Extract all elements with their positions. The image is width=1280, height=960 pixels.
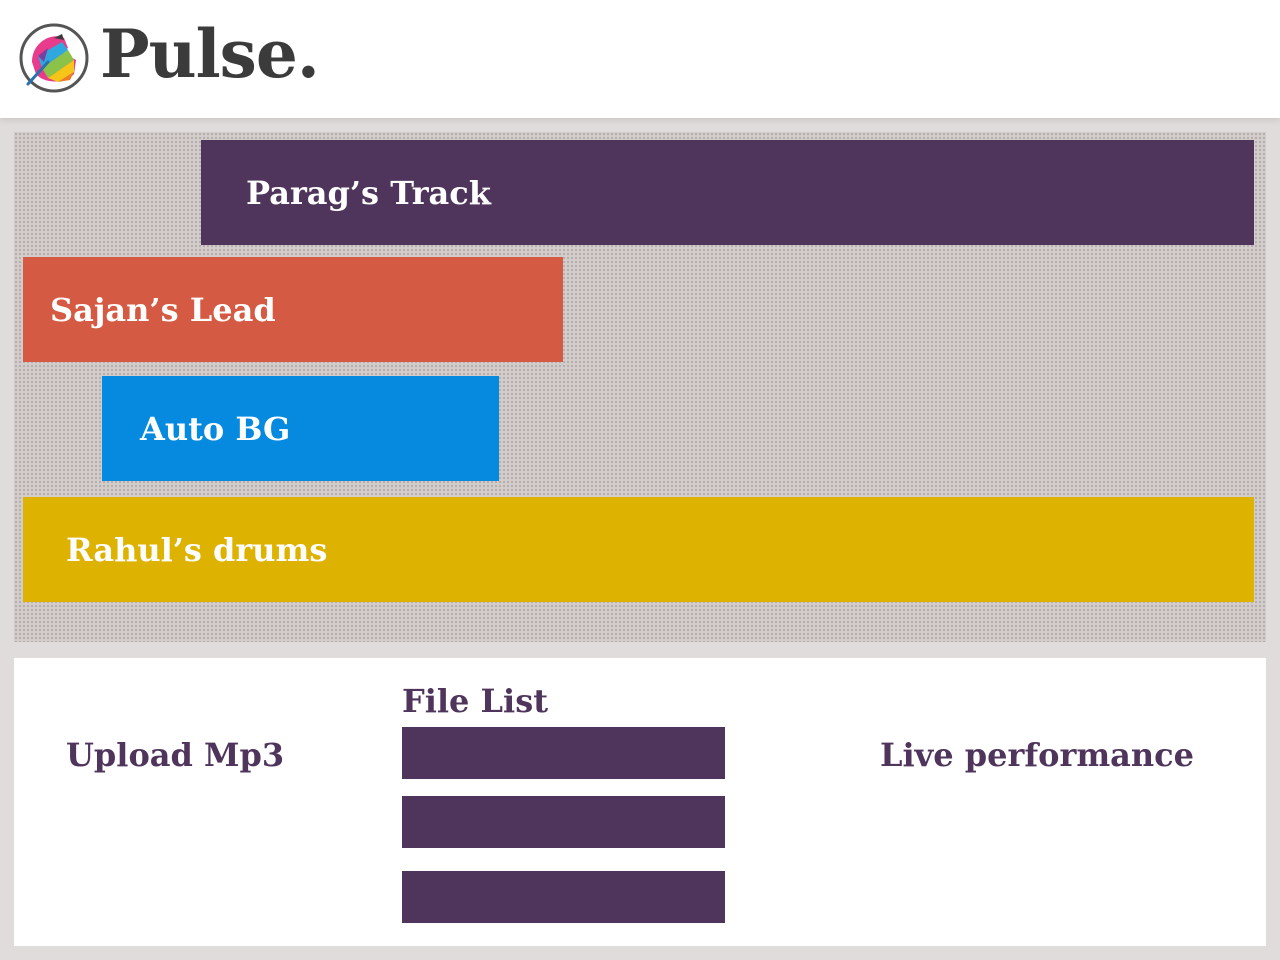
track-auto-bg[interactable]: Auto BG (102, 376, 499, 481)
track-parags-track[interactable]: Parag’s Track (201, 140, 1254, 245)
file-list-item[interactable] (402, 727, 725, 779)
file-list-item[interactable] (402, 871, 725, 923)
track-label: Parag’s Track (246, 173, 491, 212)
track-sajans-lead[interactable]: Sajan’s Lead (23, 257, 563, 362)
file-list-title: File List (402, 682, 548, 720)
live-performance-button[interactable]: Live performance (880, 736, 1195, 774)
track-label: Rahul’s drums (66, 530, 328, 569)
controls-panel: Upload Mp3 File List Live performance (14, 658, 1266, 946)
app-header: Pulse. (0, 0, 1280, 118)
track-label: Auto BG (140, 409, 291, 448)
pulse-logo-icon (19, 23, 89, 93)
file-list-item[interactable] (402, 796, 725, 848)
track-rahuls-drums[interactable]: Rahul’s drums (23, 497, 1254, 602)
upload-mp3-button[interactable]: Upload Mp3 (66, 736, 285, 774)
track-label: Sajan’s Lead (50, 290, 276, 329)
app-title: Pulse. (100, 15, 320, 93)
